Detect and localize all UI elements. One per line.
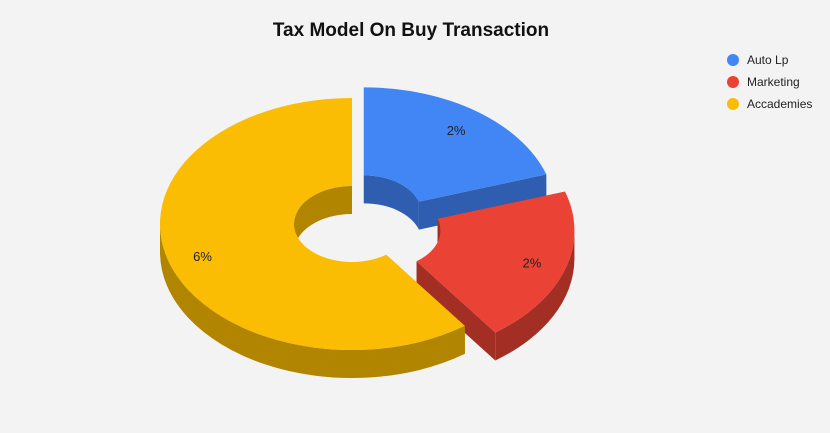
legend: Auto Lp Marketing Accademies [727, 53, 812, 111]
legend-swatch [727, 98, 739, 110]
legend-label: Marketing [747, 75, 800, 89]
legend-label: Auto Lp [747, 53, 789, 67]
slice-inner-wall [363, 175, 419, 230]
legend-swatch [727, 54, 739, 66]
slice-inner-wall [294, 186, 352, 252]
legend-item-marketing[interactable]: Marketing [727, 75, 800, 89]
pie-group: 2% 2% 6% [160, 87, 575, 378]
pie-slice-accademies [160, 98, 465, 378]
slice-outer-wall [495, 230, 575, 361]
legend-item-auto-lp[interactable]: Auto Lp [727, 53, 789, 67]
slice-top-auto-lp [363, 87, 547, 202]
legend-label: Accademies [747, 97, 812, 111]
pie-slice-marketing [416, 191, 575, 361]
slice-cut-wall [418, 174, 547, 230]
slice-outer-wall [160, 224, 465, 378]
slice-label-auto-lp: 2% [447, 123, 466, 138]
slice-top-accademies [160, 98, 465, 350]
pie-slice-auto-lp [363, 87, 547, 230]
slice-label-marketing: 2% [523, 255, 542, 270]
chart-title: Tax Model On Buy Transaction [273, 20, 549, 41]
legend-swatch [727, 76, 739, 88]
slice-top-marketing [416, 191, 575, 333]
legend-item-accademies[interactable]: Accademies [727, 97, 812, 111]
slice-label-accademies: 6% [193, 249, 212, 264]
slice-cut-wall [416, 261, 496, 361]
